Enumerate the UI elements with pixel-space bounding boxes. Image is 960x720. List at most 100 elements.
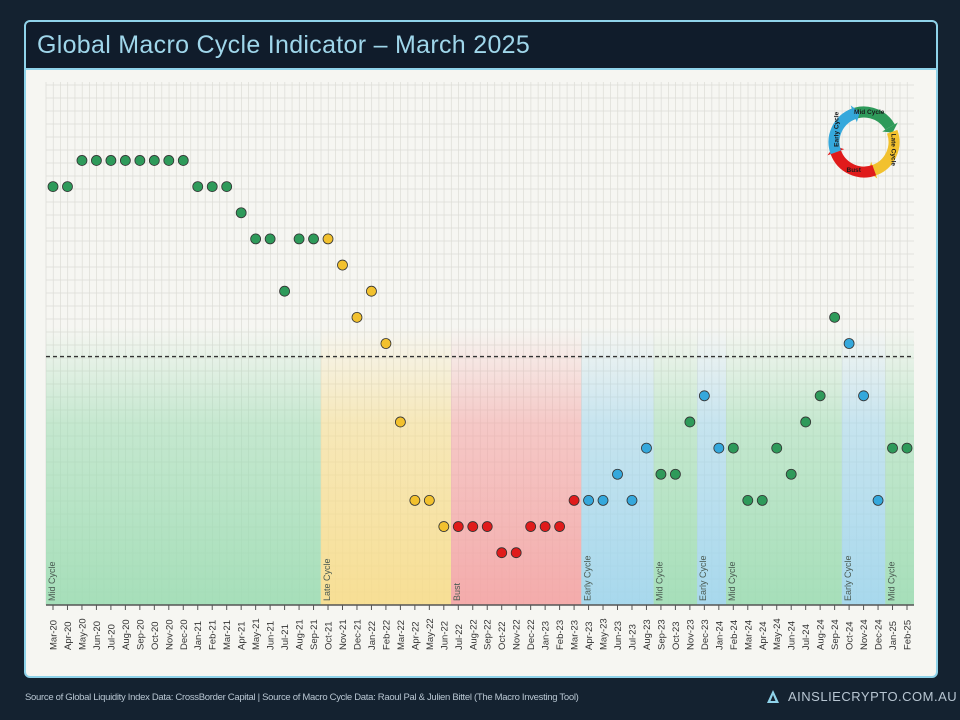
data-point (510, 547, 522, 559)
data-point (771, 442, 783, 454)
brand-link[interactable]: AINSLIECRYPTO.COM.AU (766, 689, 957, 704)
x-tick-label: Feb-23 (555, 620, 566, 650)
data-point (452, 521, 464, 532)
x-tick-label: Jul-20 (106, 624, 117, 650)
data-point (597, 494, 609, 506)
x-tick-label: Aug-24 (816, 619, 827, 650)
x-tick-label: Sep-23 (656, 619, 667, 650)
x-tick-label: Mar-22 (396, 620, 407, 650)
data-point (583, 494, 594, 506)
x-tick-label: Feb-22 (381, 620, 392, 650)
data-point (105, 155, 117, 166)
cycle-wheel-legend: Mid Cycle Late Cycle Bust Early Cycle (827, 105, 900, 179)
x-tick-label: Nov-22 (512, 619, 523, 650)
cycle-wheel-label: Bust (847, 167, 862, 174)
x-tick-label: Jan-22 (367, 621, 378, 650)
x-tick-label: Dec-24 (874, 619, 885, 650)
x-tick-label: Jul-23 (627, 624, 638, 650)
macro-cycle-chart: Mid Cycle Late Cycle Bust Early Cycle Mid Cy… (45, 82, 914, 650)
x-tick-label: Jan-23 (541, 621, 552, 650)
data-point (568, 494, 580, 506)
phase-band (885, 326, 914, 605)
phase-label: Late Cycle (322, 558, 332, 601)
phase-label: Mid Cycle (727, 561, 737, 601)
phase-band (46, 326, 321, 605)
x-tick-label: Jun-22 (439, 621, 450, 650)
x-tick-label: Mar-21 (222, 620, 233, 650)
phase-band (320, 326, 452, 605)
x-tick-label: Oct-22 (497, 621, 508, 650)
data-point (235, 207, 247, 219)
x-tick-label: Mar-24 (743, 620, 754, 650)
x-tick-label: Sep-24 (830, 619, 841, 650)
phase-label: Mid Cycle (655, 561, 665, 601)
cycle-arrow-icon (850, 105, 860, 123)
data-point (351, 311, 363, 323)
data-point (684, 416, 696, 428)
cycle-wheel-label: Early Cycle (834, 111, 841, 146)
data-point (293, 233, 305, 245)
data-point (539, 521, 551, 532)
x-tick-label: May-24 (772, 618, 783, 650)
data-point (496, 547, 508, 559)
x-tick-label: Jun-21 (266, 621, 277, 650)
x-tick-label: Oct-21 (324, 621, 335, 650)
data-point (366, 285, 377, 297)
chart-frame: Mid Cycle Late Cycle Bust Early Cycle Mid Cy… (24, 20, 938, 678)
x-tick-label: Jun-24 (787, 621, 798, 650)
data-point (264, 233, 276, 245)
x-tick-label: May-20 (77, 618, 88, 650)
phase-label: Early Cycle (843, 555, 853, 601)
phase-band (581, 326, 654, 605)
x-tick-label: Aug-23 (642, 619, 653, 650)
x-tick-label: May-22 (425, 618, 436, 650)
x-tick-label: Jan-24 (714, 621, 725, 650)
phase-band (451, 326, 582, 605)
data-point (148, 155, 160, 166)
x-tick-label: Dec-23 (700, 619, 711, 650)
page-title: Global Macro Cycle Indicator – March 202… (37, 31, 531, 59)
x-tick-label: Apr-20 (63, 621, 74, 650)
data-point (394, 416, 406, 428)
x-tick-label: Dec-20 (179, 619, 190, 650)
data-point (322, 233, 334, 245)
data-point (467, 521, 479, 532)
data-point (872, 494, 884, 506)
data-point (91, 155, 102, 166)
x-tick-label: Jul-22 (454, 624, 465, 650)
x-tick-label: Dec-21 (352, 619, 363, 650)
x-tick-label: Jan-21 (193, 621, 204, 650)
x-tick-label: Feb-24 (729, 620, 740, 650)
phase-band (726, 326, 842, 605)
data-point (250, 233, 262, 245)
data-point (438, 521, 450, 532)
phase-label: Mid Cycle (47, 561, 57, 601)
data-point (655, 468, 667, 480)
data-point (206, 181, 218, 193)
x-tick-label: Sep-20 (135, 619, 146, 650)
phase-band (653, 326, 698, 605)
x-tick-label: Oct-20 (150, 621, 161, 650)
x-tick-label: Apr-22 (410, 621, 421, 650)
data-point (800, 416, 812, 428)
data-point (192, 181, 204, 193)
x-tick-label: Jul-21 (280, 624, 291, 650)
cycle-arc (828, 108, 856, 155)
data-point (380, 338, 392, 349)
data-point (670, 468, 681, 480)
cycle-arrow-icon (882, 122, 898, 133)
x-tick-label: Feb-21 (208, 620, 219, 650)
data-point (612, 468, 623, 480)
x-tick-label: Aug-20 (121, 619, 132, 650)
source-note: Source of Global Liquidity Index Data: C… (25, 692, 579, 703)
data-point (829, 311, 841, 323)
data-point (177, 155, 189, 166)
data-point (641, 442, 652, 454)
x-tick-label: Mar-20 (49, 620, 60, 650)
data-point (76, 155, 88, 166)
data-point (134, 155, 146, 166)
x-tick-label: Apr-21 (237, 621, 248, 650)
ainslie-logo-icon (767, 689, 779, 703)
data-point (785, 468, 797, 480)
data-point (423, 494, 435, 506)
